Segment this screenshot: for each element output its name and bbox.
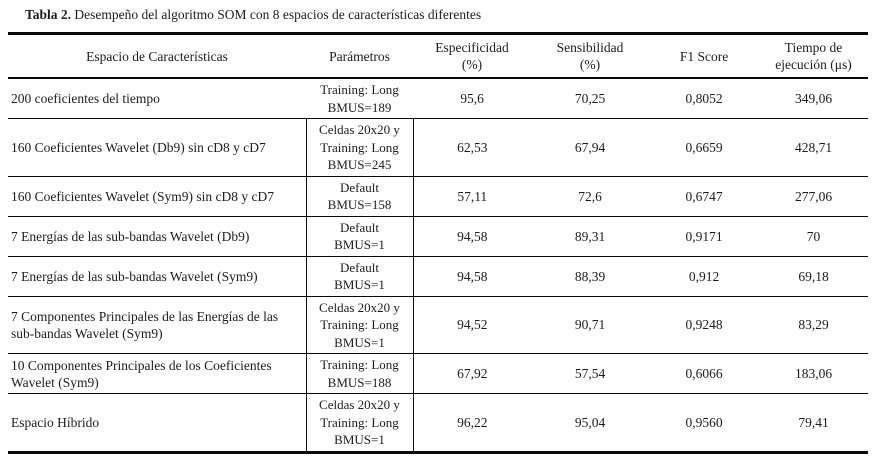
table-row: 7 Energías de las sub-bandas Wavelet (Sy… (8, 255, 868, 296)
cell-f1-score: 0,9248 (649, 295, 759, 354)
cell-especificidad: 96,22 (413, 393, 531, 452)
table-row: 7 Energías de las sub-bandas Wavelet (Db… (8, 215, 868, 256)
col-header-especificidad: Especificidad (%) (413, 33, 531, 79)
table-row: 160 Coeficientes Wavelet (Db9) sin cD8 y… (8, 118, 868, 176)
table-row: Espacio Híbrido Celdas 20x20 y Training: L… (8, 393, 868, 452)
cell-sensibilidad: 70,25 (531, 77, 649, 119)
cell-parametros: Training: Long BMUS=188 (305, 353, 414, 394)
cell-espacio: 10 Componentes Principales de los Coefic… (8, 353, 306, 394)
cell-sensibilidad: 67,94 (531, 118, 649, 176)
param-line: BMUS=245 (327, 157, 392, 172)
cell-especificidad: 62,53 (413, 118, 531, 176)
col-header-label: F1 Score (679, 48, 729, 64)
table-header: Espacio de Características Parámetros Es… (8, 33, 868, 79)
cell-parametros: Default BMUS=1 (305, 255, 414, 296)
cell-tiempo-ejecucion: 70 (759, 215, 868, 256)
cell-espacio: 7 Energías de las sub-bandas Wavelet (Db… (8, 215, 306, 256)
col-header-sensibilidad: Sensibilidad (%) (531, 33, 649, 79)
param-line: Training: Long (320, 139, 399, 155)
cell-espacio: 160 Coeficientes Wavelet (Sym9) sin cD8 … (8, 175, 306, 216)
cell-sensibilidad: 89,31 (531, 215, 649, 256)
param-line: BMUS=1 (334, 432, 385, 447)
param-line: Celdas 20x20 y (319, 397, 400, 412)
cell-f1-score: 0,9560 (649, 393, 759, 452)
col-header-label: Parámetros (329, 48, 390, 64)
col-header-parametros: Parámetros (306, 33, 413, 79)
param-line: BMUS=188 (327, 374, 392, 390)
cell-tiempo-ejecucion: 428,71 (759, 118, 868, 176)
col-header-sub: ejecución (μs) (775, 57, 852, 72)
cell-espacio: Espacio Híbrido (8, 393, 306, 452)
col-header-espacio: Espacio de Características (8, 33, 306, 79)
table-row: 10 Componentes Principales de los Coefic… (8, 353, 868, 394)
col-header-label: Sensibilidad (556, 40, 624, 55)
cell-parametros: Celdas 20x20 y Training: Long BMUS=1 (305, 393, 414, 452)
cell-especificidad: 94,58 (413, 215, 531, 256)
cell-espacio: 200 coeficientes del tiempo (8, 77, 306, 119)
header-row: Espacio de Características Parámetros Es… (8, 33, 868, 79)
cell-tiempo-ejecucion: 69,18 (759, 255, 868, 296)
col-header-f1-score: F1 Score (649, 33, 759, 79)
cell-especificidad: 94,58 (413, 255, 531, 296)
cell-f1-score: 0,8052 (649, 77, 759, 119)
param-line: Default (340, 179, 379, 195)
document-page: Tabla 2. Desempeño del algoritmo SOM con… (0, 7, 876, 454)
param-line: Training: Long (320, 82, 399, 97)
cell-especificidad: 67,92 (413, 353, 531, 394)
param-line: BMUS=1 (334, 237, 385, 252)
cell-espacio: 7 Componentes Principales de las Energía… (8, 295, 306, 354)
col-header-sub: (%) (461, 57, 483, 72)
cell-f1-score: 0,6066 (649, 353, 759, 394)
cell-sensibilidad: 57,54 (531, 353, 649, 394)
cell-sensibilidad: 88,39 (531, 255, 649, 296)
cell-tiempo-ejecucion: 79,41 (759, 393, 868, 452)
param-line: Default (340, 259, 379, 275)
cell-especificidad: 95,6 (413, 77, 531, 119)
cell-f1-score: 0,912 (649, 255, 759, 296)
results-table: Espacio de Características Parámetros Es… (8, 32, 868, 454)
cell-tiempo-ejecucion: 83,29 (759, 295, 868, 354)
param-line: Celdas 20x20 y (319, 299, 400, 315)
param-line: Training: Long (320, 317, 399, 332)
table-body: 200 coeficientes del tiempo Training: Lon… (8, 77, 868, 452)
table-row: 200 coeficientes del tiempo Training: Lon… (8, 77, 868, 119)
cell-f1-score: 0,6747 (649, 175, 759, 216)
cell-tiempo-ejecucion: 349,06 (759, 77, 868, 119)
table-caption-label: Tabla 2. (25, 7, 72, 22)
param-line: BMUS=1 (334, 334, 385, 350)
cell-parametros: Celdas 20x20 y Training: Long BMUS=1 (305, 295, 414, 354)
col-header-sub: (%) (579, 57, 601, 72)
cell-tiempo-ejecucion: 183,06 (759, 353, 868, 394)
param-line: BMUS=1 (334, 277, 385, 292)
table-row: 160 Coeficientes Wavelet (Sym9) sin cD8 … (8, 175, 868, 216)
param-line: Default (340, 219, 379, 235)
table-caption-text: Desempeño del algoritmo SOM con 8 espaci… (71, 7, 482, 22)
col-header-label: Especificidad (435, 40, 509, 55)
cell-sensibilidad: 72,6 (531, 175, 649, 216)
cell-f1-score: 0,6659 (649, 118, 759, 176)
cell-sensibilidad: 90,71 (531, 295, 649, 354)
param-line: Training: Long (320, 414, 399, 430)
cell-f1-score: 0,9171 (649, 215, 759, 256)
cell-especificidad: 94,52 (413, 295, 531, 354)
col-header-label: Espacio de Características (86, 48, 228, 64)
cell-parametros: Default BMUS=158 (305, 175, 414, 216)
table-row: 7 Componentes Principales de las Energía… (8, 295, 868, 354)
param-line: BMUS=158 (327, 197, 392, 212)
cell-tiempo-ejecucion: 277,06 (759, 175, 868, 216)
cell-sensibilidad: 95,04 (531, 393, 649, 452)
cell-parametros: Celdas 20x20 y Training: Long BMUS=245 (305, 118, 414, 176)
col-header-tiempo: Tiempo de ejecución (μs) (759, 33, 868, 79)
col-header-label: Tiempo de (784, 40, 843, 55)
param-line: Celdas 20x20 y (319, 122, 400, 137)
cell-especificidad: 57,11 (413, 175, 531, 216)
cell-espacio: 160 Coeficientes Wavelet (Db9) sin cD8 y… (8, 118, 306, 176)
cell-parametros: Default BMUS=1 (305, 215, 414, 256)
cell-parametros: Training: Long BMUS=189 (306, 77, 413, 119)
param-line: BMUS=189 (327, 99, 392, 115)
cell-espacio: 7 Energías de las sub-bandas Wavelet (Sy… (8, 255, 306, 296)
table-caption: Tabla 2. Desempeño del algoritmo SOM con… (25, 7, 876, 23)
param-line: Training: Long (320, 357, 399, 372)
